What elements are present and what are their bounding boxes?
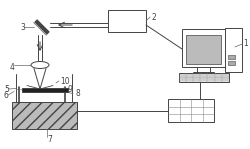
- Bar: [186, 35, 220, 63]
- Text: 4: 4: [10, 62, 15, 72]
- Text: 5: 5: [4, 84, 9, 94]
- Bar: [22, 88, 68, 91]
- Bar: [108, 10, 146, 32]
- Text: 10: 10: [60, 76, 70, 86]
- Text: 7: 7: [47, 135, 52, 143]
- Text: 8: 8: [75, 90, 80, 98]
- Bar: [12, 102, 77, 129]
- Text: 9: 9: [68, 84, 73, 94]
- Bar: [228, 55, 235, 59]
- Text: 6: 6: [4, 90, 9, 100]
- Bar: [182, 29, 226, 67]
- Bar: [228, 61, 235, 65]
- Bar: [168, 99, 214, 122]
- Bar: [225, 28, 242, 72]
- Text: 1: 1: [243, 39, 248, 49]
- Text: 2: 2: [152, 13, 157, 21]
- Bar: [179, 73, 229, 82]
- Text: 3: 3: [20, 22, 25, 31]
- Ellipse shape: [31, 62, 49, 69]
